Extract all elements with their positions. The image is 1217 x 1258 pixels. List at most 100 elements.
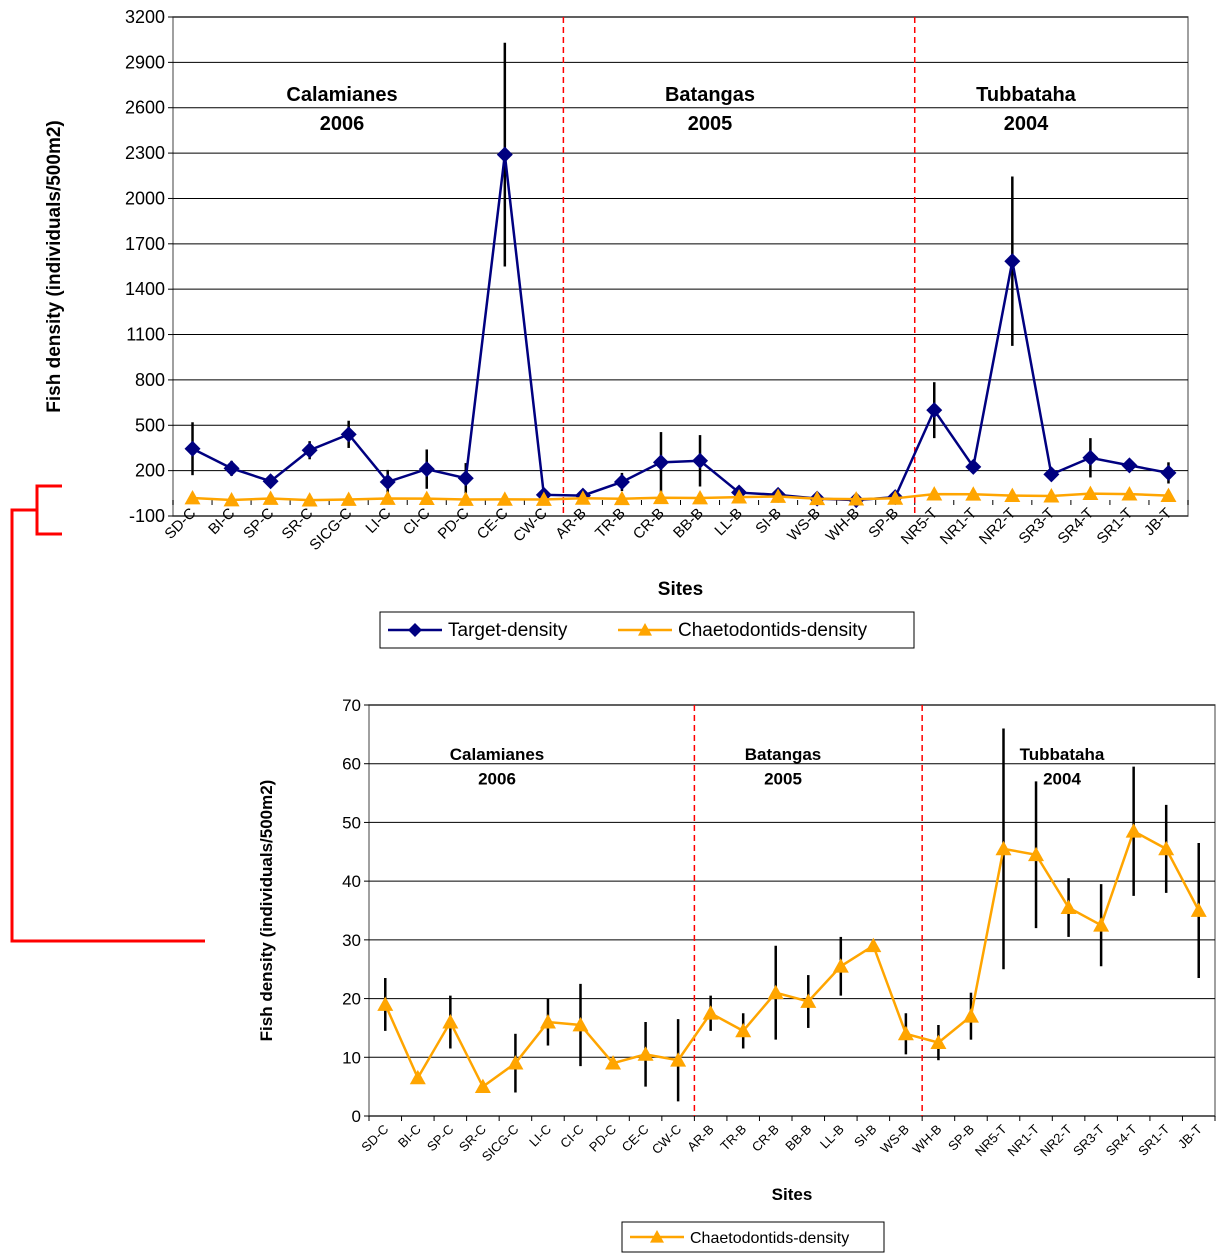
y-tick-label: 30 bbox=[342, 931, 361, 950]
data-point-triangle bbox=[457, 491, 474, 506]
data-point-diamond bbox=[1043, 466, 1060, 483]
data-point-triangle bbox=[379, 490, 396, 505]
data-point-triangle bbox=[832, 958, 849, 973]
plot-area bbox=[172, 16, 1189, 517]
region-label: Tubbataha bbox=[976, 84, 1077, 106]
plot-area bbox=[368, 704, 1216, 1117]
region-year: 2005 bbox=[764, 770, 802, 789]
data-point-triangle bbox=[930, 1034, 947, 1050]
target-chaetodontids-chart: -100 200 500 800 1100 1400 1700 2000 2300 2600 290… bbox=[44, 7, 1189, 649]
data-point-triangle bbox=[637, 1046, 654, 1061]
data-point-triangle bbox=[848, 491, 865, 506]
series-line bbox=[191, 154, 1169, 502]
data-point-diamond bbox=[652, 454, 669, 471]
data-point-triangle bbox=[767, 984, 784, 1000]
x-tick-label: PD-C bbox=[586, 1122, 619, 1155]
data-point-diamond bbox=[418, 461, 435, 478]
y-axis-title: Fish density (individuals/500m2) bbox=[257, 780, 276, 1042]
data-point-diamond bbox=[496, 146, 513, 163]
y-tick-label: 50 bbox=[342, 813, 361, 832]
y-tick-label: 800 bbox=[135, 370, 165, 390]
series-line bbox=[192, 492, 1169, 502]
data-point-triangle bbox=[605, 1055, 622, 1070]
region-label: Calamianes bbox=[450, 745, 545, 764]
data-point-triangle bbox=[926, 486, 943, 501]
region-label: Batangas bbox=[745, 745, 822, 764]
data-point-triangle bbox=[507, 1055, 524, 1070]
y-tick-label: 20 bbox=[342, 990, 361, 1009]
data-point-triangle bbox=[184, 490, 201, 505]
region-year: 2005 bbox=[688, 113, 733, 135]
data-point-triangle bbox=[865, 937, 882, 953]
data-point-diamond bbox=[457, 470, 474, 487]
x-tick-label: NR5-T bbox=[972, 1121, 1010, 1159]
region-year: 2004 bbox=[1004, 113, 1049, 135]
y-tick-label: 10 bbox=[342, 1048, 361, 1067]
data-point-diamond bbox=[340, 426, 357, 443]
data-point-triangle bbox=[995, 840, 1012, 856]
zoom-bracket bbox=[10, 484, 205, 943]
data-point-diamond bbox=[301, 442, 318, 459]
x-tick-label: TR-B bbox=[717, 1122, 749, 1154]
legend-marker bbox=[638, 623, 652, 636]
legend-marker bbox=[650, 1230, 664, 1243]
data-point-triangle bbox=[897, 1025, 914, 1041]
x-axis-title: Sites bbox=[772, 1185, 813, 1204]
data-point-diamond bbox=[926, 402, 943, 419]
x-tick-label: SR4-T bbox=[1103, 1121, 1140, 1158]
x-tick-label: BB-B bbox=[782, 1122, 814, 1154]
data-point-triangle bbox=[735, 1022, 752, 1038]
x-tick-label: AR-B bbox=[684, 1122, 717, 1155]
data-point-triangle bbox=[418, 490, 435, 506]
legend-label: Chaetodontids-density bbox=[678, 620, 868, 641]
data-point-triangle bbox=[572, 1016, 589, 1032]
x-tick-label: LL-B bbox=[817, 1122, 847, 1152]
x-tick-label: SR1-T bbox=[1135, 1121, 1172, 1158]
x-tick-label: JB-T bbox=[1175, 1121, 1205, 1151]
y-tick-label: 3200 bbox=[125, 7, 165, 27]
legend-label: Target-density bbox=[448, 620, 568, 641]
x-tick-label: SI-B bbox=[851, 1122, 879, 1150]
y-tick-label: 200 bbox=[135, 461, 165, 481]
data-point-triangle bbox=[652, 489, 669, 505]
data-point-triangle bbox=[702, 1005, 719, 1020]
x-tick-label: SR3-T bbox=[1070, 1121, 1107, 1158]
data-point-diamond bbox=[965, 458, 982, 475]
x-tick-label: SD-C bbox=[358, 1122, 391, 1155]
data-point-triangle bbox=[535, 491, 552, 506]
x-tick-label: CW-C bbox=[649, 1122, 684, 1157]
data-point-triangle bbox=[1125, 823, 1142, 838]
region-label: Tubbataha bbox=[1020, 745, 1105, 764]
data-point-triangle bbox=[1093, 917, 1110, 932]
x-tick-label: CE-C bbox=[619, 1122, 652, 1155]
region-label: Calamianes bbox=[286, 84, 397, 106]
data-point-triangle bbox=[800, 993, 817, 1008]
data-point-triangle bbox=[1160, 487, 1177, 502]
x-tick-label: NR1-T bbox=[1004, 1121, 1042, 1159]
data-point-triangle bbox=[692, 490, 709, 505]
legend-marker bbox=[408, 623, 422, 637]
series-line bbox=[384, 829, 1200, 1089]
x-tick-label: CR-B bbox=[749, 1122, 782, 1155]
data-point-diamond bbox=[1004, 253, 1021, 270]
data-point-triangle bbox=[887, 490, 904, 505]
data-point-diamond bbox=[1160, 464, 1177, 481]
data-point-diamond bbox=[692, 452, 709, 469]
region-year: 2006 bbox=[478, 770, 516, 789]
data-point-diamond bbox=[1121, 457, 1138, 474]
y-tick-label: 70 bbox=[342, 696, 361, 715]
data-point-triangle bbox=[1190, 902, 1207, 917]
y-tick-label: 2000 bbox=[125, 188, 165, 208]
y-tick-label: 1100 bbox=[126, 325, 165, 345]
y-tick-label: 500 bbox=[135, 415, 165, 435]
data-point-triangle bbox=[301, 492, 318, 507]
legend-label: Chaetodontids-density bbox=[690, 1230, 849, 1247]
x-tick-label: WH-B bbox=[909, 1122, 944, 1157]
y-tick-label: 2300 bbox=[125, 143, 165, 163]
y-tick-label: 60 bbox=[342, 755, 361, 774]
data-point-triangle bbox=[340, 491, 357, 506]
data-point-triangle bbox=[1158, 840, 1175, 856]
x-tick-label: NR2-T bbox=[1037, 1121, 1075, 1159]
